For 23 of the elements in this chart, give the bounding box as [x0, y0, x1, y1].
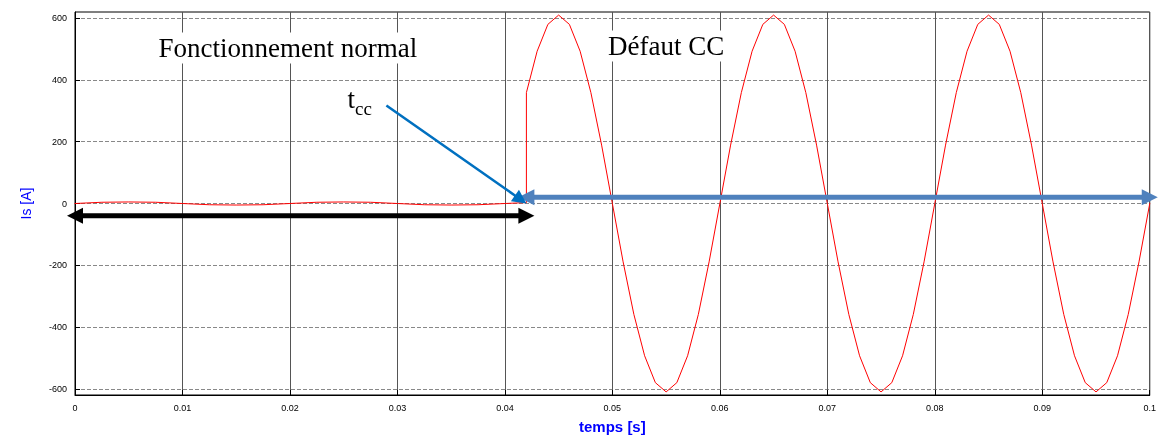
x-tick-label: 0.1	[1143, 402, 1156, 413]
x-tick-label: 0.02	[281, 402, 299, 413]
annotation: Défaut CC	[604, 30, 728, 62]
y-tick-label: 600	[51, 13, 67, 24]
y-tick-label: -200	[48, 260, 67, 271]
x-tick-label: 0.08	[926, 402, 944, 413]
x-axis-title: temps [s]	[579, 418, 646, 435]
x-tick-label: 0.07	[818, 402, 837, 413]
annotation: Fonctionnement normal	[155, 32, 421, 64]
y-tick-label: 400	[51, 74, 67, 85]
y-tick-label: 200	[51, 136, 67, 147]
y-axis-title: Is [A]	[18, 187, 34, 220]
y-tick-label: 0	[61, 198, 67, 209]
y-tick-label: -600	[48, 383, 67, 394]
y-tick-label: -400	[48, 322, 67, 333]
x-tick-label: 0.09	[1033, 402, 1052, 413]
x-tick-label: 0.06	[711, 402, 729, 413]
x-tick-label: 0.04	[496, 402, 514, 413]
x-tick-label: 0	[72, 402, 78, 413]
x-tick-label: 0.03	[388, 402, 407, 413]
annotation: t$_{cc}$	[344, 83, 375, 120]
x-tick-label: 0.05	[603, 402, 622, 413]
x-tick-label: 0.01	[173, 402, 192, 413]
